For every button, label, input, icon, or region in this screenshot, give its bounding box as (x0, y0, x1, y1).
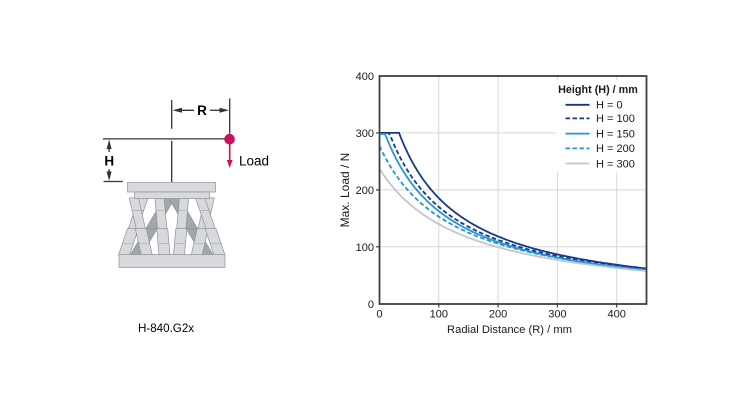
svg-text:100: 100 (356, 242, 374, 254)
svg-text:300: 300 (356, 128, 374, 140)
svg-text:H = 100: H = 100 (596, 113, 635, 125)
svg-text:H = 150: H = 150 (596, 128, 635, 140)
svg-text:Max. Load / N: Max. Load / N (338, 153, 352, 228)
svg-text:Load: Load (239, 154, 269, 169)
svg-text:H = 300: H = 300 (596, 158, 635, 170)
svg-text:H: H (104, 153, 114, 168)
svg-text:200: 200 (356, 185, 374, 197)
svg-text:H-840.G2x: H-840.G2x (138, 322, 194, 335)
svg-text:200: 200 (489, 309, 507, 321)
svg-text:H = 200: H = 200 (596, 143, 635, 155)
svg-text:400: 400 (356, 71, 374, 83)
svg-text:R: R (197, 103, 207, 118)
svg-text:Height (H) / mm: Height (H) / mm (558, 84, 638, 96)
svg-text:0: 0 (376, 309, 382, 321)
svg-text:300: 300 (548, 309, 566, 321)
svg-text:100: 100 (430, 309, 448, 321)
svg-text:400: 400 (608, 309, 626, 321)
svg-text:0: 0 (368, 299, 374, 311)
svg-text:Radial Distance (R) / mm: Radial Distance (R) / mm (447, 324, 572, 336)
svg-text:H = 0: H = 0 (596, 100, 623, 112)
